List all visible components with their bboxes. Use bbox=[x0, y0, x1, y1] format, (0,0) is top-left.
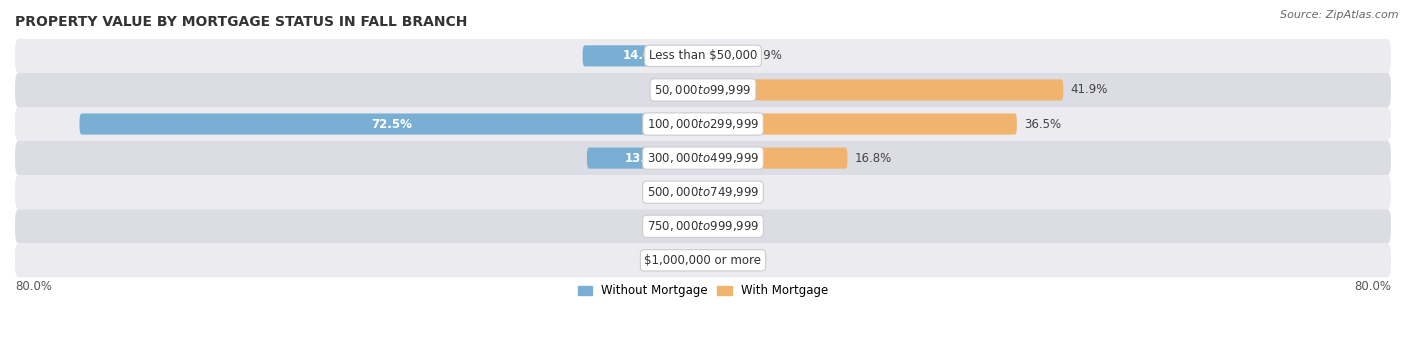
Text: 36.5%: 36.5% bbox=[1024, 118, 1062, 131]
Text: 0.0%: 0.0% bbox=[661, 254, 690, 267]
Text: $500,000 to $749,999: $500,000 to $749,999 bbox=[647, 185, 759, 199]
FancyBboxPatch shape bbox=[15, 107, 1391, 141]
Text: 41.9%: 41.9% bbox=[1070, 83, 1108, 97]
FancyBboxPatch shape bbox=[15, 243, 1391, 277]
Text: PROPERTY VALUE BY MORTGAGE STATUS IN FALL BRANCH: PROPERTY VALUE BY MORTGAGE STATUS IN FAL… bbox=[15, 15, 467, 29]
Text: Source: ZipAtlas.com: Source: ZipAtlas.com bbox=[1281, 10, 1399, 20]
Text: 0.0%: 0.0% bbox=[716, 220, 745, 233]
FancyBboxPatch shape bbox=[15, 39, 1391, 73]
Text: 4.9%: 4.9% bbox=[752, 49, 782, 62]
FancyBboxPatch shape bbox=[15, 209, 1391, 243]
FancyBboxPatch shape bbox=[582, 45, 703, 66]
FancyBboxPatch shape bbox=[15, 73, 1391, 107]
Text: 14.0%: 14.0% bbox=[623, 49, 664, 62]
FancyBboxPatch shape bbox=[80, 114, 703, 135]
FancyBboxPatch shape bbox=[703, 148, 848, 169]
Text: 72.5%: 72.5% bbox=[371, 118, 412, 131]
Text: 80.0%: 80.0% bbox=[15, 280, 52, 293]
Text: $100,000 to $299,999: $100,000 to $299,999 bbox=[647, 117, 759, 131]
Text: 0.0%: 0.0% bbox=[716, 186, 745, 199]
Text: 0.0%: 0.0% bbox=[661, 220, 690, 233]
FancyBboxPatch shape bbox=[586, 148, 703, 169]
Legend: Without Mortgage, With Mortgage: Without Mortgage, With Mortgage bbox=[574, 280, 832, 302]
FancyBboxPatch shape bbox=[703, 79, 1063, 101]
Text: $50,000 to $99,999: $50,000 to $99,999 bbox=[654, 83, 752, 97]
FancyBboxPatch shape bbox=[15, 141, 1391, 175]
Text: $300,000 to $499,999: $300,000 to $499,999 bbox=[647, 151, 759, 165]
FancyBboxPatch shape bbox=[703, 114, 1017, 135]
Text: 0.0%: 0.0% bbox=[661, 83, 690, 97]
Text: $750,000 to $999,999: $750,000 to $999,999 bbox=[647, 219, 759, 233]
Text: Less than $50,000: Less than $50,000 bbox=[648, 49, 758, 62]
Text: $1,000,000 or more: $1,000,000 or more bbox=[644, 254, 762, 267]
Text: 13.5%: 13.5% bbox=[624, 152, 665, 165]
Text: 16.8%: 16.8% bbox=[855, 152, 891, 165]
FancyBboxPatch shape bbox=[15, 175, 1391, 209]
Text: 0.0%: 0.0% bbox=[716, 254, 745, 267]
FancyBboxPatch shape bbox=[703, 45, 745, 66]
Text: 80.0%: 80.0% bbox=[1354, 280, 1391, 293]
Text: 0.0%: 0.0% bbox=[661, 186, 690, 199]
